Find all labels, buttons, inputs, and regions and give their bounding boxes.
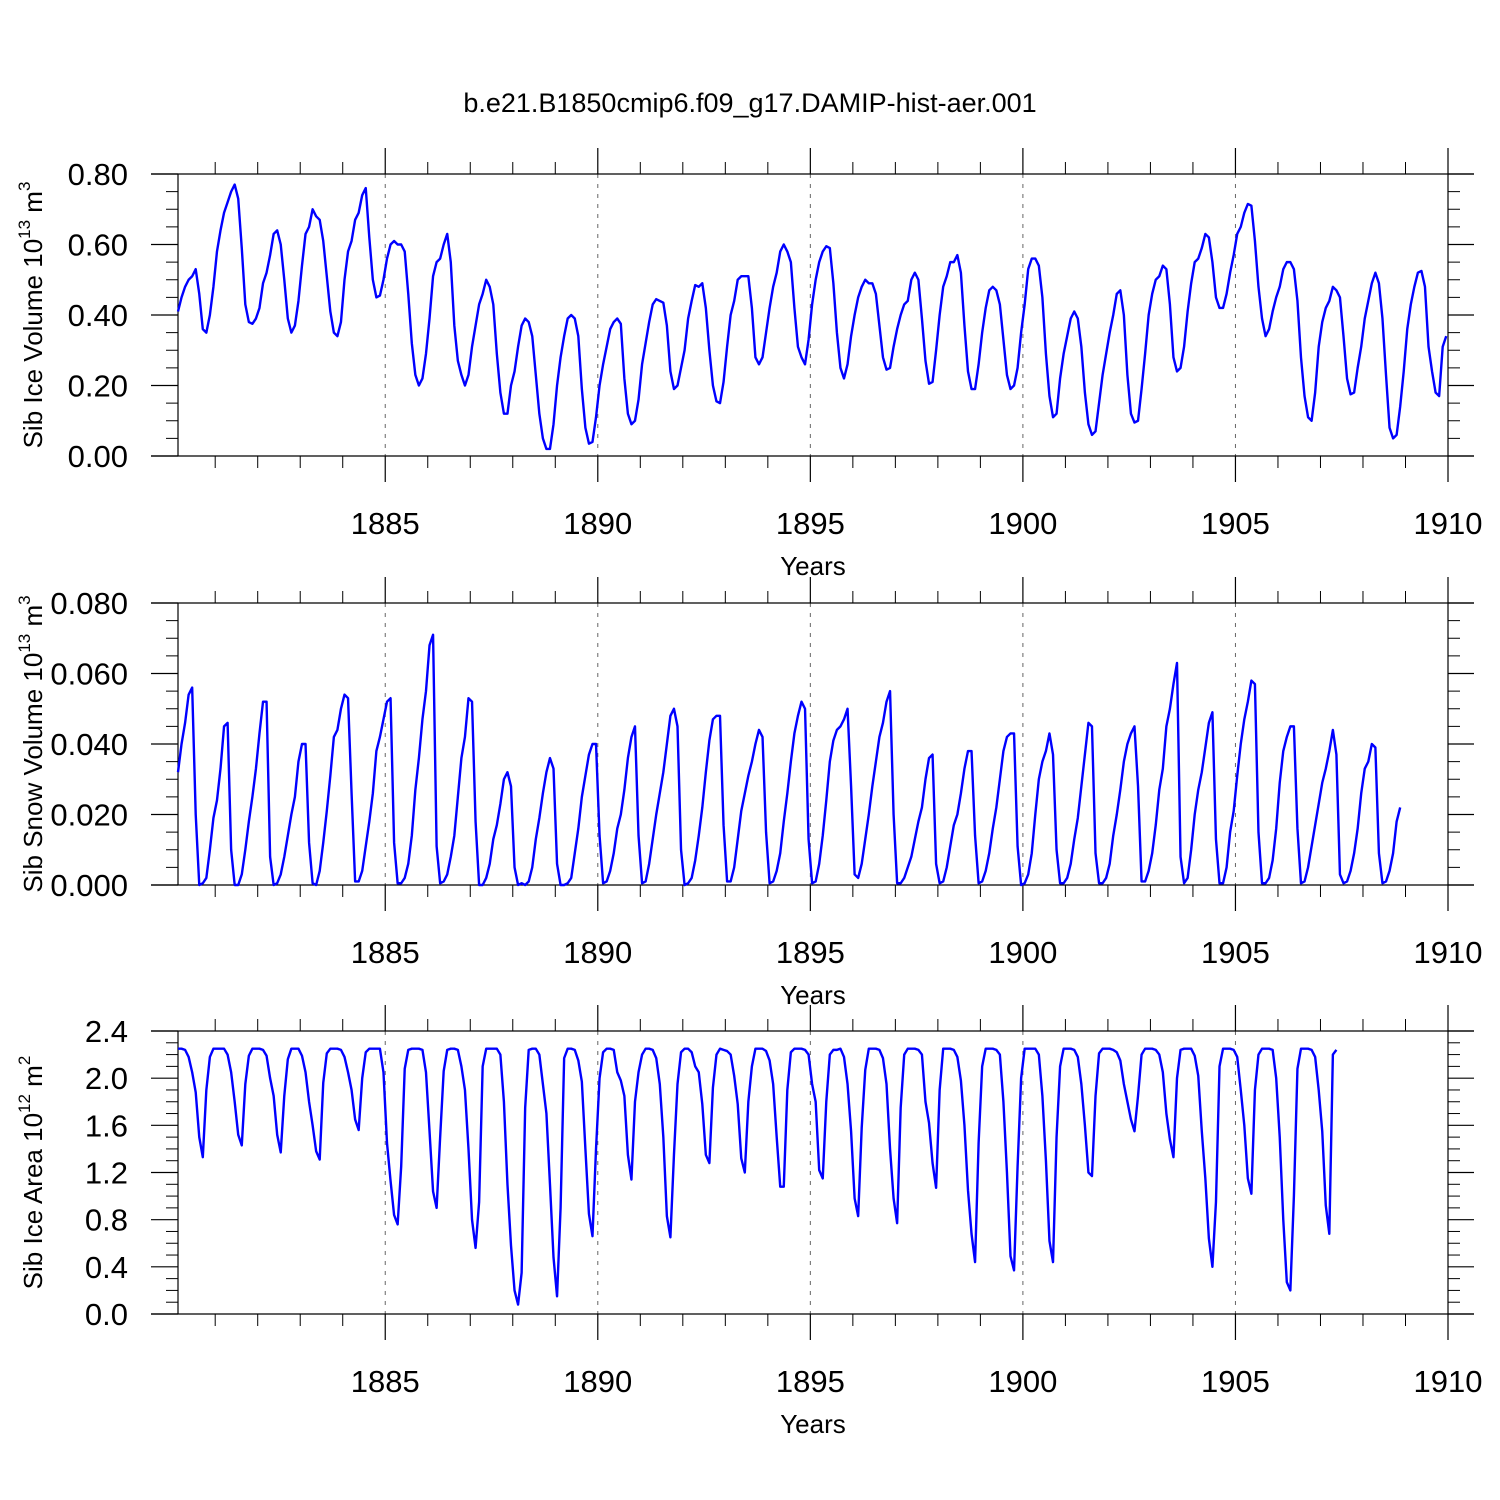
x-tick-label: 1895 (776, 935, 845, 970)
y-tick-label: 0.0 (85, 1297, 128, 1332)
panel-ice-volume: 0.00 0.20 0.40 0.60 0.80 1885 1890 1895 1900 1905… (15, 148, 1482, 581)
y-tick-label: 1.2 (85, 1156, 128, 1191)
x-tick-label: 1885 (351, 506, 420, 541)
y-tick-label: 1.6 (85, 1108, 128, 1143)
series-line (178, 1047, 1338, 1306)
x-tick-label: 1895 (776, 506, 845, 541)
y-axis-title: Sib Ice Volume 1013 m3 (15, 182, 48, 449)
x-tick-label: 1885 (351, 1364, 420, 1399)
y-tick-label: 0.00 (68, 439, 128, 474)
y-tick-label: 2.4 (85, 1014, 128, 1049)
x-tick-label: 1890 (563, 1364, 632, 1399)
y-tick-label: 0.040 (50, 727, 128, 762)
x-tick-label: 1885 (351, 935, 420, 970)
x-tick-label: 1910 (1414, 506, 1483, 541)
x-tick-label: 1890 (563, 935, 632, 970)
y-axis-title: Sib Snow Volume 1013 m3 (15, 595, 48, 892)
y-tick-label: 0.060 (50, 657, 128, 692)
series-line (176, 183, 1448, 451)
panel-ice-area: 0.0 0.4 0.8 1.2 1.6 2.0 2.4 1885 1890 1895 1900 190… (15, 1005, 1482, 1439)
x-tick-label: 1895 (776, 1364, 845, 1399)
y-tick-label: 0.000 (50, 868, 128, 903)
y-tick-label: 0.20 (68, 369, 128, 404)
x-axis-title: Years (780, 980, 846, 1010)
x-axis-title: Years (780, 551, 846, 581)
y-tick-label: 0.020 (50, 798, 128, 833)
x-tick-label: 1910 (1414, 1364, 1483, 1399)
x-tick-label: 1910 (1414, 935, 1483, 970)
x-tick-label: 1905 (1201, 506, 1270, 541)
figure-title: b.e21.B1850cmip6.f09_g17.DAMIP-hist-aer.… (463, 88, 1036, 118)
y-tick-label: 0.4 (85, 1250, 128, 1285)
y-tick-label: 2.0 (85, 1061, 128, 1096)
y-tick-label: 0.40 (68, 298, 128, 333)
y-tick-label: 0.8 (85, 1203, 128, 1238)
x-tick-label: 1905 (1201, 1364, 1270, 1399)
panel-snow-volume: 0.000 0.020 0.040 0.060 0.080 1885 1890 1895 190… (15, 577, 1482, 1010)
x-tick-label: 1900 (988, 506, 1057, 541)
x-tick-label: 1900 (988, 1364, 1057, 1399)
x-tick-label: 1905 (1201, 935, 1270, 970)
y-tick-label: 0.60 (68, 228, 128, 263)
series-line (176, 633, 1402, 887)
y-axis-title: Sib Ice Area 1012 m2 (15, 1056, 48, 1290)
x-tick-label: 1890 (563, 506, 632, 541)
y-tick-label: 0.080 (50, 586, 128, 621)
y-tick-label: 0.80 (68, 157, 128, 192)
x-tick-label: 1900 (988, 935, 1057, 970)
x-axis-title: Years (780, 1409, 846, 1439)
